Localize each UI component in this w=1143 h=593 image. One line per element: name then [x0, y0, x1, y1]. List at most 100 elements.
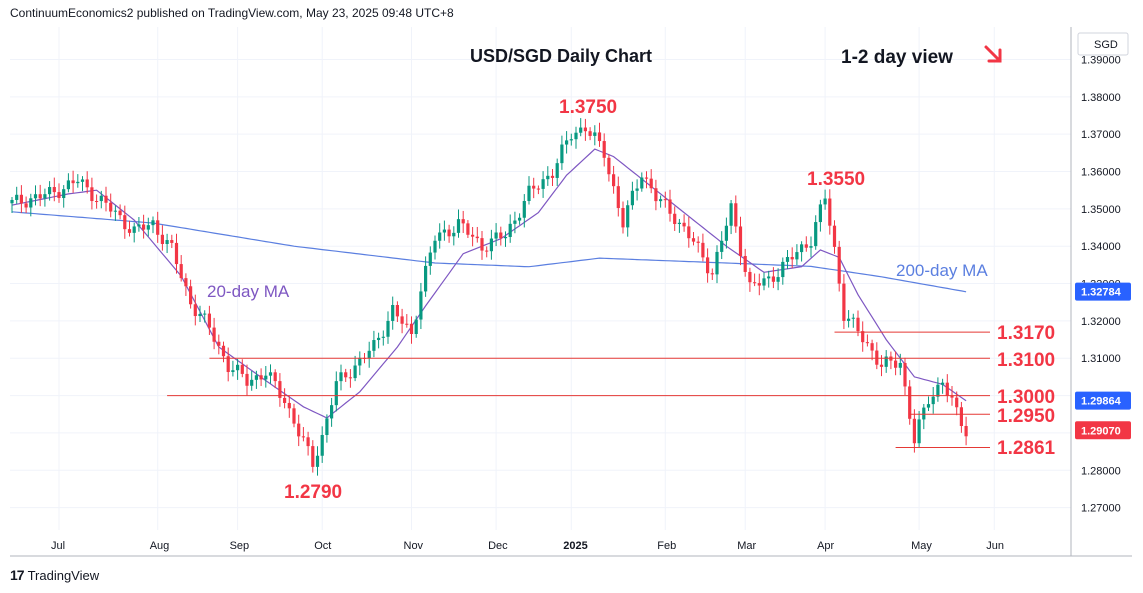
candle — [569, 133, 573, 146]
candle — [287, 396, 291, 418]
candle-body — [76, 181, 80, 184]
candle-body — [640, 177, 644, 189]
candle — [550, 169, 555, 186]
candle — [419, 282, 423, 330]
candle-body — [250, 379, 254, 386]
candle — [908, 380, 912, 425]
candle-body — [950, 395, 954, 398]
candle — [151, 216, 155, 234]
candle — [729, 199, 733, 235]
candle — [870, 339, 874, 361]
candle — [330, 397, 334, 427]
candle-body — [43, 194, 47, 199]
candle-body — [753, 282, 757, 284]
candle-body — [964, 426, 968, 437]
candle — [217, 334, 221, 355]
candle — [170, 234, 174, 249]
candle — [377, 332, 381, 349]
candle-body — [221, 345, 226, 357]
candle-body — [466, 223, 470, 235]
candle-body — [10, 199, 14, 204]
candle — [696, 236, 700, 253]
candle — [57, 183, 61, 203]
candle — [508, 214, 512, 243]
y-tick-label: 1.37000 — [1081, 129, 1121, 141]
candle-body — [226, 356, 230, 373]
candle-body — [663, 199, 667, 201]
candle-body — [682, 222, 686, 227]
price-tag: 1.32784 — [1075, 282, 1131, 301]
y-tick-label: 1.27000 — [1081, 503, 1121, 515]
candle-body — [847, 318, 851, 321]
candle-body — [828, 198, 832, 226]
candle-body — [593, 132, 597, 136]
ma-label: 20-day MA — [207, 282, 290, 301]
candle — [447, 224, 451, 243]
candle — [804, 236, 808, 252]
candle-body — [851, 317, 855, 319]
candle-body — [170, 240, 174, 243]
publisher-header: ContinuumEconomics2 published on Trading… — [10, 6, 454, 20]
candle-body — [480, 238, 484, 251]
y-tick-label: 1.36000 — [1081, 167, 1121, 179]
candle — [574, 126, 578, 149]
candle — [428, 246, 432, 275]
candle — [503, 231, 508, 247]
candle-body — [536, 188, 540, 190]
candle — [560, 135, 564, 170]
candle — [123, 205, 127, 239]
candle-body — [762, 278, 766, 286]
candle — [283, 388, 287, 409]
candle-body — [602, 141, 606, 158]
candle — [320, 426, 324, 463]
candle — [231, 360, 235, 377]
candle — [438, 223, 442, 249]
ma200-path — [11, 211, 967, 293]
candle-body — [485, 250, 489, 252]
candle-body — [922, 407, 926, 420]
candle-body — [334, 381, 338, 406]
level-annotation: 1.3100 — [997, 350, 1055, 371]
x-tick-label: Jun — [986, 540, 1004, 552]
candle-body — [217, 341, 221, 346]
candle-body — [814, 222, 818, 247]
candle-body — [452, 232, 456, 237]
candle-body — [823, 198, 827, 205]
candle-body — [395, 305, 399, 317]
candle-body — [433, 240, 437, 253]
price-tag-bg — [1075, 421, 1131, 440]
candle-body — [729, 203, 733, 226]
candle-body — [522, 200, 526, 218]
price-tag-bg — [1075, 391, 1131, 410]
candle — [358, 351, 362, 376]
candle — [532, 177, 536, 199]
axes: SGD 1.39000 1.38000 1.37000 1.36000 1.35000 1.… — [10, 27, 1132, 557]
candle — [753, 273, 757, 287]
candle — [659, 195, 663, 208]
price-tag-bg — [1075, 282, 1131, 301]
candle-body — [649, 178, 653, 189]
candle — [254, 370, 258, 389]
candle-body — [499, 232, 503, 239]
tradingview-logo-icon: 17 — [10, 567, 25, 583]
y-tick-label: 1.34000 — [1081, 241, 1121, 253]
candle-body — [884, 356, 888, 367]
candle-body — [795, 252, 799, 260]
candle — [52, 177, 56, 202]
candle — [344, 368, 348, 382]
footer-brand[interactable]: 17 TradingView — [10, 567, 99, 583]
candle-body — [287, 402, 291, 409]
candle-body — [57, 192, 61, 199]
candle-body — [442, 229, 446, 233]
candle-body — [381, 336, 385, 338]
candle — [894, 351, 898, 376]
candle — [771, 267, 775, 289]
candle — [71, 170, 75, 193]
candle-body — [409, 323, 414, 335]
candle-body — [837, 246, 841, 284]
candle-body — [691, 238, 696, 242]
candle — [588, 127, 592, 141]
candle — [931, 386, 935, 414]
candle — [762, 272, 766, 291]
